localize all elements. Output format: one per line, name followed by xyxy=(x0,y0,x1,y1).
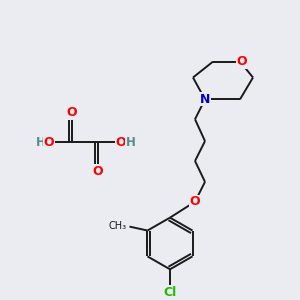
Text: CH₃: CH₃ xyxy=(108,220,127,231)
Text: N: N xyxy=(200,93,210,106)
Text: O: O xyxy=(116,136,126,148)
Text: Cl: Cl xyxy=(164,286,177,299)
Text: O: O xyxy=(67,106,77,119)
Text: O: O xyxy=(93,165,103,178)
Text: H: H xyxy=(36,136,46,148)
Text: O: O xyxy=(190,195,200,208)
Text: O: O xyxy=(44,136,54,148)
Text: H: H xyxy=(126,136,136,148)
Text: O: O xyxy=(237,55,247,68)
